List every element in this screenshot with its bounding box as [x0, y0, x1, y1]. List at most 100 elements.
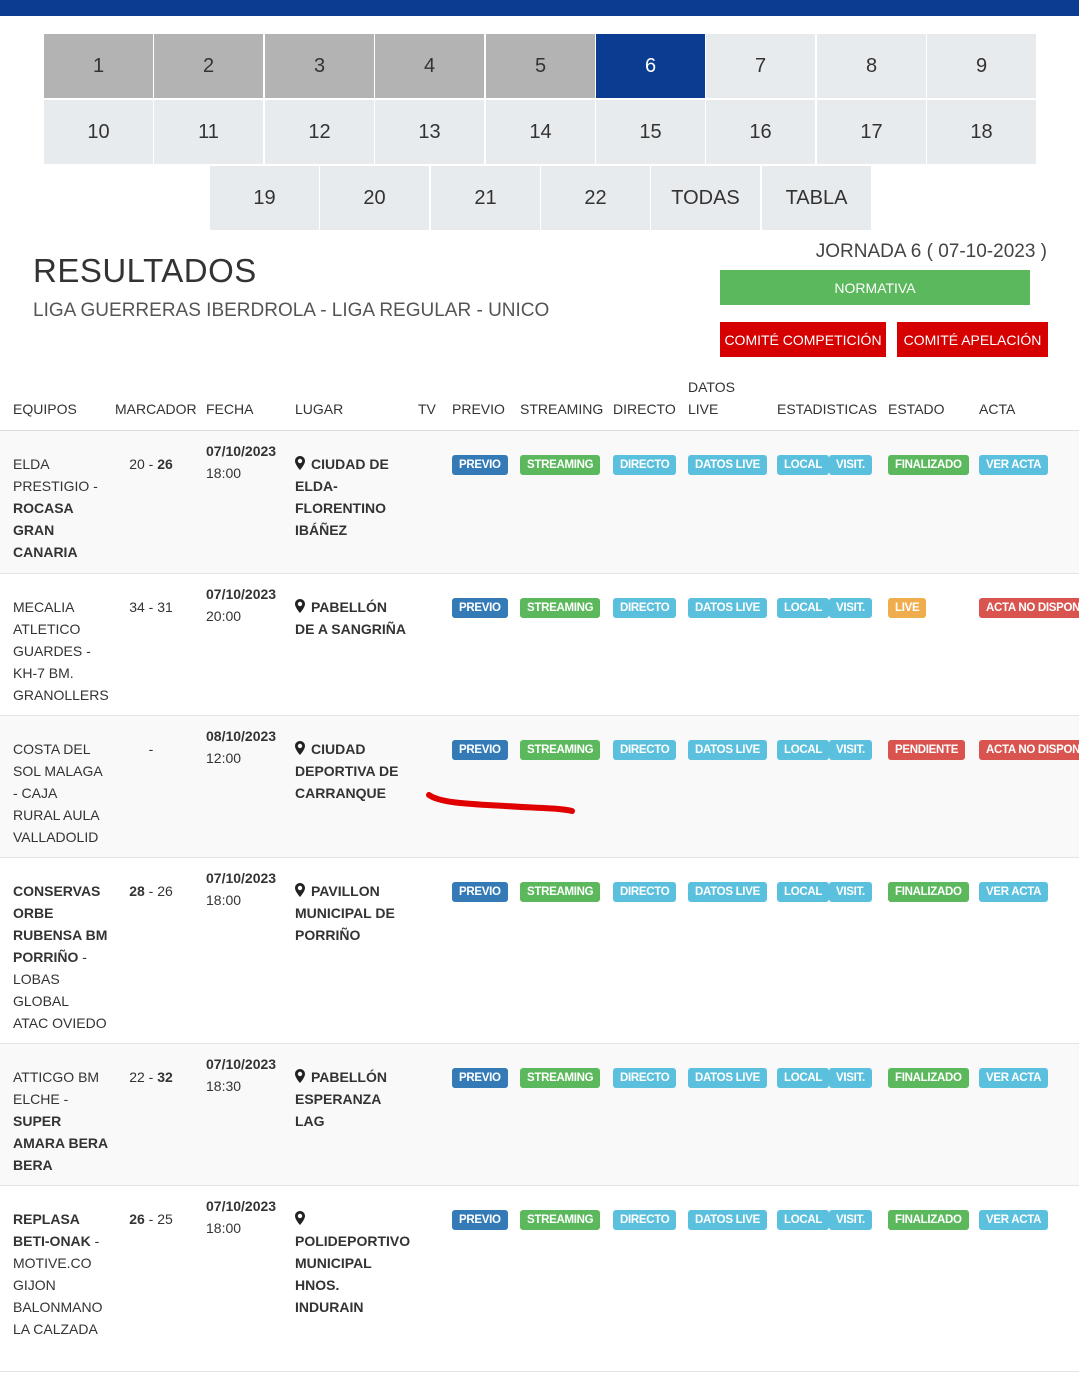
streaming-button[interactable]: STREAMING — [520, 1210, 601, 1230]
previo-button[interactable]: PREVIO — [452, 455, 508, 475]
jornada-button-todas[interactable]: TODAS — [651, 166, 760, 230]
status-badge[interactable]: FINALIZADO — [888, 882, 969, 902]
stats-local-button[interactable]: LOCAL — [777, 455, 830, 475]
directo-button[interactable]: DIRECTO — [613, 1210, 677, 1230]
previo-button[interactable]: PREVIO — [452, 1210, 508, 1230]
match-score: 34 - 31 — [115, 596, 187, 618]
directo-button[interactable]: DIRECTO — [613, 1068, 677, 1088]
match-score: 20 - 26 — [115, 453, 187, 475]
acta-button[interactable]: ACTA NO DISPONIBLE — [979, 740, 1079, 760]
acta-button[interactable]: ACTA NO DISPONIBLE — [979, 598, 1079, 618]
venue-line: ELDA- — [295, 475, 407, 497]
jornada-button-3[interactable]: 3 — [265, 34, 374, 98]
row-divider — [0, 715, 1079, 716]
stats-visit-button[interactable]: VISIT. — [829, 1210, 872, 1230]
score-away: 25 — [157, 1211, 173, 1227]
jornada-button-19[interactable]: 19 — [210, 166, 319, 230]
match-time: 18:30 — [206, 1078, 242, 1094]
venue-line: CIUDAD DE — [295, 453, 407, 475]
datos-live-button[interactable]: DATOS LIVE — [688, 455, 767, 475]
status-badge[interactable]: FINALIZADO — [888, 1068, 969, 1088]
venue-line: PORRIÑO — [295, 924, 407, 946]
team-name-text: GUARDES - — [13, 643, 91, 659]
row-divider — [0, 1371, 1079, 1372]
jornada-button-2[interactable]: 2 — [154, 34, 263, 98]
comite-apelacion-button[interactable]: COMITÉ APELACIÓN — [897, 322, 1048, 357]
jornada-button-6[interactable]: 6 — [596, 34, 705, 98]
datos-live-button[interactable]: DATOS LIVE — [688, 1068, 767, 1088]
directo-button[interactable]: DIRECTO — [613, 882, 677, 902]
team-name-text: REPLASA — [13, 1211, 80, 1227]
status-badge[interactable]: FINALIZADO — [888, 455, 969, 475]
streaming-button[interactable]: STREAMING — [520, 740, 601, 760]
jornada-button-12[interactable]: 12 — [265, 100, 374, 164]
streaming-button[interactable]: STREAMING — [520, 882, 601, 902]
previo-button[interactable]: PREVIO — [452, 882, 508, 902]
stats-local-button[interactable]: LOCAL — [777, 882, 830, 902]
acta-button[interactable]: VER ACTA — [979, 455, 1049, 475]
jornada-button-17[interactable]: 17 — [817, 100, 926, 164]
directo-button[interactable]: DIRECTO — [613, 455, 677, 475]
jornada-button-11[interactable]: 11 — [154, 100, 263, 164]
jornada-button-4[interactable]: 4 — [375, 34, 484, 98]
jornada-button-20[interactable]: 20 — [320, 166, 429, 230]
datos-live-button[interactable]: DATOS LIVE — [688, 598, 767, 618]
stats-visit-button[interactable]: VISIT. — [829, 598, 872, 618]
streaming-button[interactable]: STREAMING — [520, 455, 601, 475]
match-venue[interactable]: POLIDEPORTIVO MUNICIPAL HNOS. INDURAIN — [295, 1208, 410, 1318]
stats-visit-button[interactable]: VISIT. — [829, 1068, 872, 1088]
jornada-button-5[interactable]: 5 — [486, 34, 595, 98]
jornada-button-7[interactable]: 7 — [706, 34, 815, 98]
acta-button[interactable]: VER ACTA — [979, 1210, 1049, 1230]
jornada-button-9[interactable]: 9 — [927, 34, 1036, 98]
stats-visit-button[interactable]: VISIT. — [829, 455, 872, 475]
jornada-button-13[interactable]: 13 — [375, 100, 484, 164]
match-venue[interactable]: CIUDAD DE ELDA- FLORENTINO IBÁÑEZ — [295, 453, 407, 541]
team-name-text: ELCHE - — [13, 1091, 69, 1107]
jornada-button-21[interactable]: 21 — [431, 166, 540, 230]
venue-line: DE A SANGRIÑA — [295, 618, 407, 640]
match-datetime: 07/10/2023 18:00 — [206, 1195, 276, 1239]
acta-button[interactable]: VER ACTA — [979, 882, 1049, 902]
previo-button[interactable]: PREVIO — [452, 598, 508, 618]
acta-button[interactable]: VER ACTA — [979, 1068, 1049, 1088]
jornada-button-15[interactable]: 15 — [596, 100, 705, 164]
normativa-button[interactable]: NORMATIVA — [720, 270, 1030, 305]
previo-button[interactable]: PREVIO — [452, 1068, 508, 1088]
match-venue[interactable]: PAVILLON MUNICIPAL DE PORRIÑO — [295, 880, 407, 946]
directo-button[interactable]: DIRECTO — [613, 740, 677, 760]
status-badge[interactable]: FINALIZADO — [888, 1210, 969, 1230]
jornada-button-14[interactable]: 14 — [486, 100, 595, 164]
jornada-button-18[interactable]: 18 — [927, 100, 1036, 164]
comite-competicion-button[interactable]: COMITÉ COMPETICIÓN — [720, 322, 886, 357]
match-venue[interactable]: CIUDAD DEPORTIVA DE CARRANQUE — [295, 738, 407, 804]
datos-live-button[interactable]: DATOS LIVE — [688, 740, 767, 760]
streaming-button[interactable]: STREAMING — [520, 598, 601, 618]
team-name-line: MOTIVE.CO — [13, 1252, 109, 1274]
status-badge[interactable]: LIVE — [888, 598, 927, 618]
jornada-button-10[interactable]: 10 — [44, 100, 153, 164]
streaming-button[interactable]: STREAMING — [520, 1068, 601, 1088]
venue-text: MUNICIPAL — [295, 1255, 372, 1271]
team-name-text: MOTIVE.CO — [13, 1255, 92, 1271]
table-row: COSTA DEL SOL MALAGA - CAJA RURAL AULA VALLA… — [0, 716, 1079, 858]
previo-button[interactable]: PREVIO — [452, 740, 508, 760]
stats-visit-button[interactable]: VISIT. — [829, 882, 872, 902]
match-venue[interactable]: PABELLÓN DE A SANGRIÑA — [295, 596, 407, 640]
status-badge[interactable]: PENDIENTE — [888, 740, 966, 760]
jornada-button-8[interactable]: 8 — [817, 34, 926, 98]
match-venue[interactable]: PABELLÓN ESPERANZA LAG — [295, 1066, 407, 1132]
stats-local-button[interactable]: LOCAL — [777, 740, 830, 760]
stats-local-button[interactable]: LOCAL — [777, 1068, 830, 1088]
datos-live-button[interactable]: DATOS LIVE — [688, 882, 767, 902]
stats-local-button[interactable]: LOCAL — [777, 598, 830, 618]
jornada-button-22[interactable]: 22 — [541, 166, 650, 230]
stats-visit-button[interactable]: VISIT. — [829, 740, 872, 760]
datos-live-button[interactable]: DATOS LIVE — [688, 1210, 767, 1230]
jornada-button-1[interactable]: 1 — [44, 34, 153, 98]
directo-button[interactable]: DIRECTO — [613, 598, 677, 618]
stats-local-button[interactable]: LOCAL — [777, 1210, 830, 1230]
jornada-button-tabla[interactable]: TABLA — [762, 166, 871, 230]
team-name-text: CONSERVAS — [13, 883, 101, 899]
jornada-button-16[interactable]: 16 — [706, 100, 815, 164]
